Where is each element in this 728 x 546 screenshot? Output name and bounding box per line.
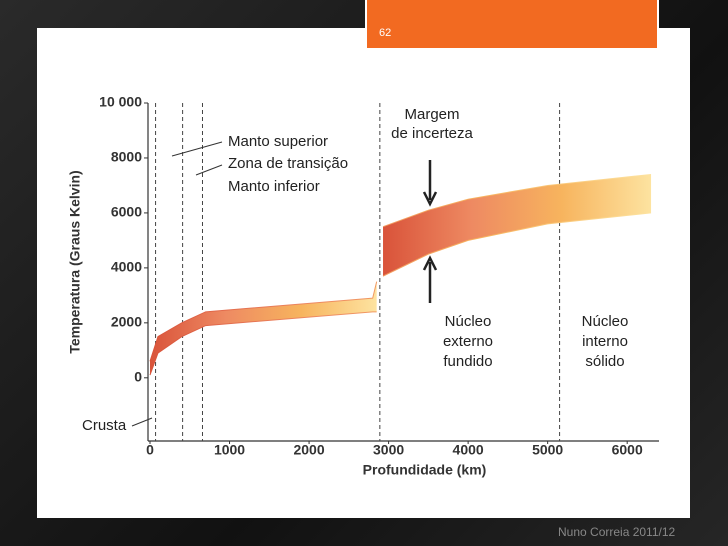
x-tick-label: 1000 — [214, 442, 245, 458]
y-tick-label: 6000 — [111, 204, 142, 220]
annotation: Manto inferior — [228, 178, 320, 195]
footer: Nuno Correia 2011/12 — [558, 525, 676, 539]
y-tick-label: 10 000 — [99, 94, 142, 110]
x-tick-label: 0 — [146, 442, 154, 458]
pointer — [195, 164, 223, 176]
y-tick-label: 8000 — [111, 149, 142, 165]
slide — [37, 28, 690, 518]
x-tick-label: 3000 — [373, 442, 404, 458]
slide-number: 62 — [379, 27, 392, 39]
annotation: Margem — [404, 106, 459, 123]
y-tick-label: 4000 — [111, 259, 142, 275]
arrow — [422, 255, 438, 303]
annotation: Núcleo — [445, 313, 492, 330]
annotation: de incerteza — [391, 125, 473, 142]
pointer — [131, 417, 153, 427]
annotation: interno — [582, 333, 628, 350]
y-axis-label: Temperatura (Graus Kelvin) — [67, 170, 83, 353]
annotation: Manto superior — [228, 133, 328, 150]
annotation: Crusta — [82, 417, 127, 434]
band-edge — [149, 173, 652, 362]
annotation: sólido — [585, 353, 624, 370]
band-fill — [383, 174, 652, 277]
y-tick-label: 0 — [134, 368, 142, 384]
arrow — [422, 160, 438, 207]
x-tick-label: 2000 — [293, 442, 324, 458]
x-tick-label: 6000 — [612, 442, 643, 458]
band-edge — [149, 212, 652, 376]
x-tick-label: 5000 — [532, 442, 563, 458]
x-axis-label: Profundidade (km) — [363, 462, 487, 478]
x-tick-label: 4000 — [453, 442, 484, 458]
y-tick-label: 2000 — [111, 314, 142, 330]
annotation: externo — [443, 333, 493, 350]
annotation: Zona de transição — [228, 155, 348, 172]
annotation: fundido — [443, 353, 492, 370]
band-fill — [150, 281, 377, 376]
slide-number-badge: 62 — [365, 0, 659, 50]
pointer — [171, 141, 223, 157]
annotation: Núcleo — [582, 313, 629, 330]
